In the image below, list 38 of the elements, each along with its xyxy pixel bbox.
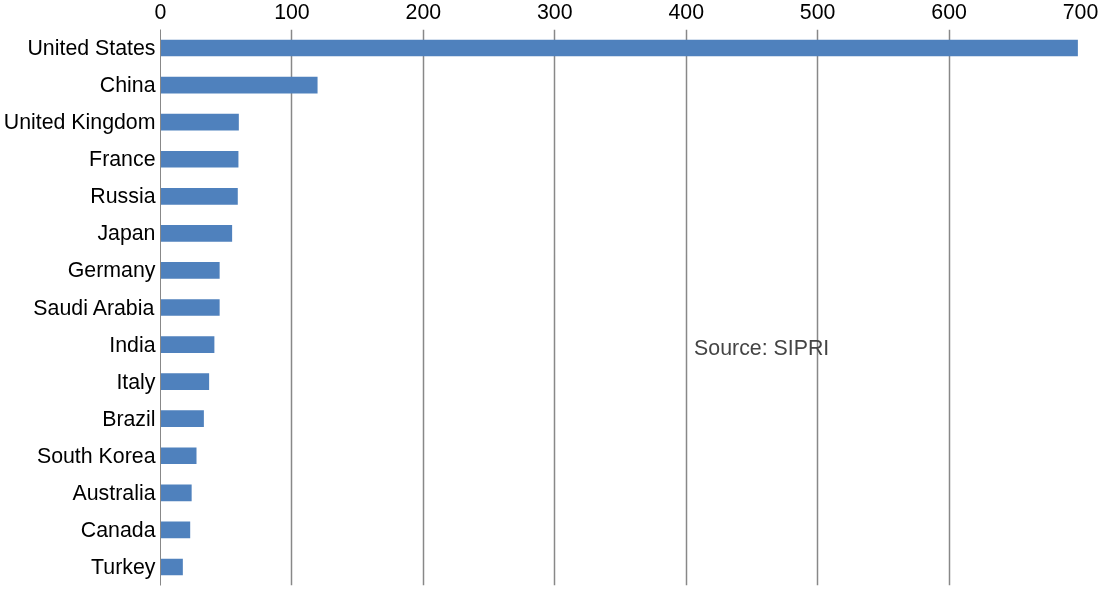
bar: [160, 336, 215, 353]
bar: [160, 521, 191, 539]
bar: [160, 113, 239, 131]
y-tick-label: France: [89, 147, 156, 172]
y-tick-label: Russia: [90, 184, 156, 209]
x-tick-label: 500: [799, 0, 836, 24]
x-tick-label: 0: [154, 0, 167, 24]
y-tick-label: India: [109, 332, 156, 357]
y-tick-label: Italy: [116, 369, 156, 394]
y-tick-label: Australia: [72, 480, 156, 505]
bar: [160, 299, 220, 316]
y-tick-label: China: [99, 73, 156, 98]
y-tick-label: Canada: [80, 517, 156, 542]
bar: [160, 150, 239, 168]
x-tick-label: 700: [1062, 0, 1099, 24]
bar: [160, 39, 1078, 57]
bar: [160, 558, 183, 576]
bar: [160, 373, 210, 390]
x-tick-label: 100: [274, 0, 310, 24]
y-tick-label: United States: [27, 36, 156, 61]
bar: [160, 484, 192, 502]
bar: [160, 225, 233, 242]
y-tick-label: United Kingdom: [3, 110, 156, 135]
bar: [160, 262, 220, 279]
bar: [160, 410, 204, 428]
y-tick-label: Turkey: [91, 554, 156, 579]
x-tick-label: 400: [668, 0, 705, 24]
y-tick-label: South Korea: [36, 443, 156, 468]
x-tick-label: 600: [931, 0, 967, 24]
x-tick-label: 300: [536, 0, 573, 24]
y-tick-label: Germany: [67, 258, 156, 283]
bar: [160, 447, 197, 465]
y-tick-label: Saudi Arabia: [33, 295, 155, 320]
bar: [160, 187, 238, 205]
bar: [160, 76, 318, 94]
y-tick-label: Brazil: [102, 406, 156, 431]
x-tick-label: 200: [405, 0, 442, 24]
y-tick-label: Japan: [97, 221, 156, 246]
